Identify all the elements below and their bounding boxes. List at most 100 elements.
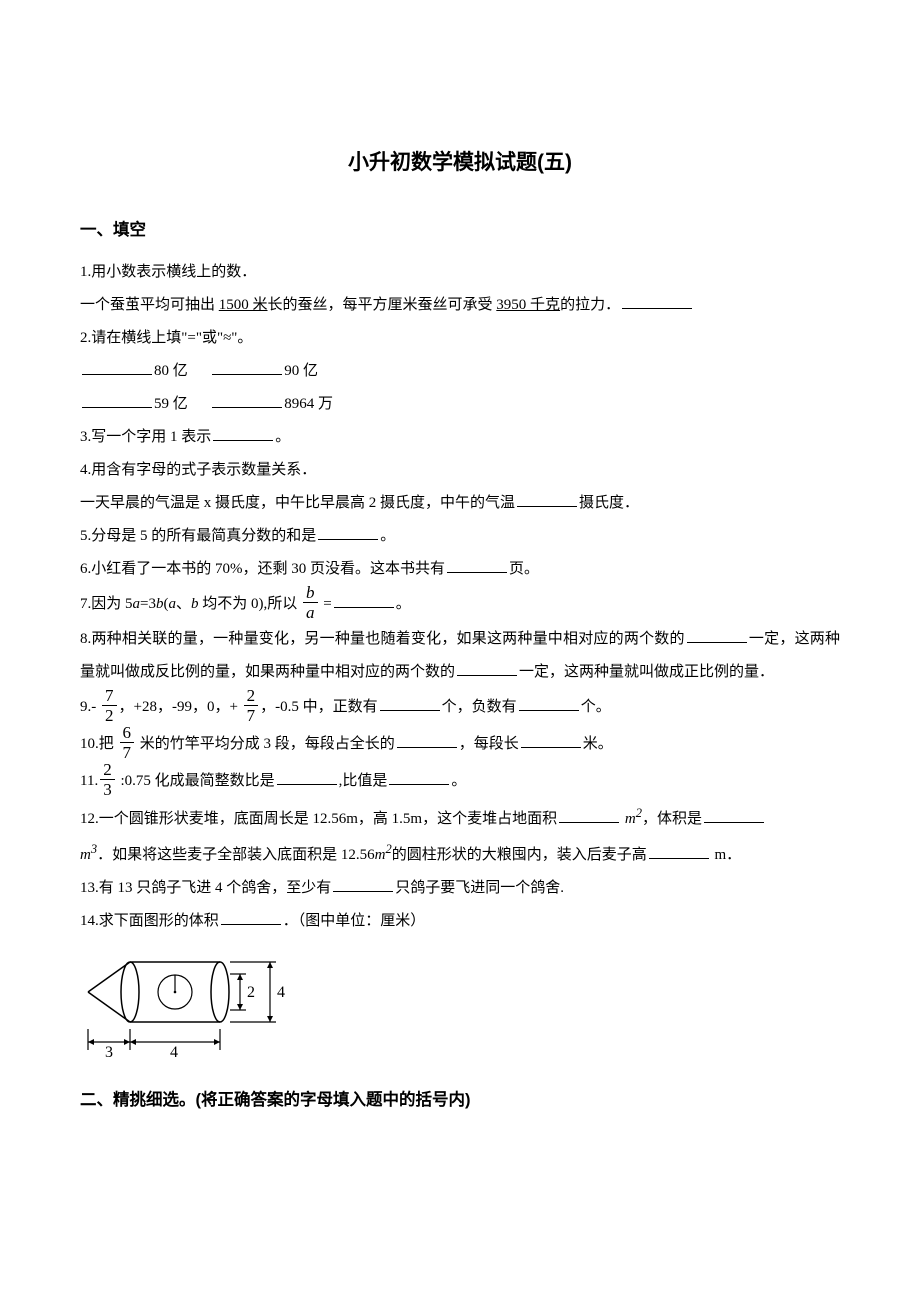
- q9-text-c: ，-0.5 中，正数有: [260, 699, 378, 715]
- q12-m3: m3: [80, 847, 97, 863]
- q11-blank-2: [389, 769, 449, 785]
- q1-line2: 一个蚕茧平均可抽出 1500 米长的蚕丝，每平方厘米蚕丝可承受 3950 千克的…: [80, 289, 840, 322]
- q4-line1: 4.用含有字母的式子表示数量关系．: [80, 454, 840, 487]
- q2-row2: 59 亿 8964 万: [80, 388, 840, 421]
- q8-text-a: 8.两种相关联的量，一种量变化，另一种量也随着变化，如果这两种量中相对应的两个数…: [80, 631, 685, 647]
- q14-diagram: 2 4 3 4: [80, 944, 840, 1072]
- q11-fraction: 23: [100, 761, 115, 798]
- q13: 13.有 13 只鸽子飞进 4 个鸽舍，至少有只鸽子要飞进同一个鸽舍.​: [80, 872, 840, 905]
- q1-text-c: 的拉力．: [560, 297, 620, 313]
- q12-text-b: ，体积是: [642, 811, 702, 827]
- q10-text-a: 10.把: [80, 736, 118, 752]
- q11: 11.23 :0.75 化成最简整数比是,比值是。: [80, 763, 840, 800]
- q7-text-d: 、: [176, 596, 191, 612]
- q1-underline-1: 1500 米: [219, 297, 268, 313]
- q2-row1: 80 亿 90 亿: [80, 355, 840, 388]
- q14-text-b: ．（图中单位：厘米）: [283, 913, 426, 929]
- diagram-label-3b: 3: [105, 1044, 113, 1059]
- q7-text-b: =3: [140, 596, 156, 612]
- q10-text-d: 米。: [583, 736, 613, 752]
- q7-text-g: 。: [396, 596, 411, 612]
- q9-f2-den: 7: [244, 706, 259, 724]
- q7-fraction: ba: [303, 584, 318, 621]
- q2-blank-2: [212, 359, 282, 375]
- q2-text-4: 8964 万: [284, 396, 333, 412]
- q9-text-e: 个。: [581, 699, 611, 715]
- q8-text-c: 一定，这两种量就叫做成正比例的量．: [519, 664, 774, 680]
- q10-text-b: 米的竹竿平均分成 3 段，每段占全长的: [136, 736, 395, 752]
- q12-blank-2: [704, 807, 764, 823]
- q2-text-1: 80 亿: [154, 363, 188, 379]
- q10-f-num: 6: [120, 724, 135, 743]
- q9-f2-num: 2: [244, 687, 259, 706]
- q10-fraction: 67: [120, 724, 135, 761]
- q11-f-num: 2: [100, 761, 115, 780]
- q12-text-d: 的圆柱形状的大粮囤内，装入后麦子高: [392, 847, 647, 863]
- q5-text-b: 。: [380, 528, 395, 544]
- q2-text-2: 90 亿: [284, 363, 318, 379]
- diagram-label-4: 4: [277, 984, 285, 1001]
- q3-blank: [213, 425, 273, 441]
- q5-blank: [318, 524, 378, 540]
- q12-blank-3: [649, 843, 709, 859]
- q9: 9.- 72，+28，-99，0，+ 27，-0.5 中，正数有个，负数有个。: [80, 689, 840, 726]
- q7: 7.因为 5a=3b(a、b 均不为 0),所以 ba =。: [80, 586, 840, 623]
- q4-blank: [517, 491, 577, 507]
- q5-text-a: 5.分母是 5 的所有最简真分数的和是: [80, 528, 316, 544]
- q6-text-b: 页。: [509, 561, 539, 577]
- q1-line1: 1.用小数表示横线上的数．: [80, 256, 840, 289]
- q8-blank-2: [457, 660, 517, 676]
- q11-blank-1: [277, 769, 337, 785]
- q10-f-den: 7: [120, 743, 135, 761]
- q11-text-a: 11.: [80, 773, 98, 789]
- q10-blank-1: [397, 732, 457, 748]
- q9-fraction-1: 72: [102, 687, 117, 724]
- q9-text-d: 个，负数有: [442, 699, 517, 715]
- q12-text-c: ．如果将这些麦子全部装入底面积是 12.56: [97, 847, 375, 863]
- section-1-heading: 一、填空: [80, 212, 840, 248]
- q2-line1: 2.请在横线上填"="或"≈"。: [80, 322, 840, 355]
- q3: 3.写一个字用 1 表示。: [80, 421, 840, 454]
- q10-text-c: ，每段长: [459, 736, 519, 752]
- q1-underline-2: 3950 千克: [496, 297, 560, 313]
- q7-frac-den: a: [303, 603, 318, 621]
- q12-blank-1: [559, 807, 619, 823]
- q1-text-b: 长的蚕丝，每平方厘米蚕丝可承受: [268, 297, 497, 313]
- q3-text-a: 3.写一个字用 1 表示: [80, 429, 211, 445]
- q9-fraction-2: 27: [244, 687, 259, 724]
- q11-text-d: 。: [451, 773, 466, 789]
- diagram-label-2: 2: [247, 984, 255, 1001]
- q13-text-a: 13.有 13 只鸽子飞进 4 个鸽舍，至少有: [80, 880, 331, 896]
- q12: 12.一个圆锥形状麦堆，底面周长是 12.56m，高 1.5m，这个麦堆占地面积…: [80, 800, 840, 872]
- q2-text-3: 59 亿: [154, 396, 188, 412]
- q9-blank-2: [519, 695, 579, 711]
- exam-title: 小升初数学模拟试题(五): [80, 140, 840, 186]
- q6-text-a: 6.小红看了一本书的 70%，还剩 30 页没看。这本书共有: [80, 561, 445, 577]
- q14-blank: [221, 909, 281, 925]
- q14-text-a: 14.求下面图形的体积: [80, 913, 219, 929]
- q8: 8.两种相关联的量，一种量变化，另一种量也随着变化，如果这两种量中相对应的两个数…: [80, 623, 840, 689]
- q5: 5.分母是 5 的所有最简真分数的和是 。: [80, 520, 840, 553]
- q6: 6.小红看了一本书的 70%，还剩 30 页没看。这本书共有 页。: [80, 553, 840, 586]
- q13-blank: [333, 876, 393, 892]
- q9-text-a: 9.-: [80, 699, 100, 715]
- q4-line2: 一天早晨的气温是 x 摄氏度，中午比早晨高 2 摄氏度，中午的气温摄氏度．: [80, 487, 840, 520]
- q11-text-c: ,比值是: [339, 773, 388, 789]
- q7-var-b2: b: [191, 596, 199, 612]
- q14: 14.求下面图形的体积 ．（图中单位：厘米）: [80, 905, 840, 938]
- q12-text-e: m．: [711, 847, 741, 863]
- q9-blank-1: [380, 695, 440, 711]
- diagram-label-4b: 4: [170, 1044, 178, 1059]
- q7-text-f: =: [320, 596, 332, 612]
- q7-frac-num: b: [303, 584, 318, 603]
- q2-blank-1: [82, 359, 152, 375]
- q4-text-b: 摄氏度．: [579, 495, 639, 511]
- q12-m2: m2: [625, 811, 642, 827]
- q9-f1-den: 2: [102, 706, 117, 724]
- q11-f-den: 3: [100, 780, 115, 798]
- page-container: 小升初数学模拟试题(五) 一、填空 1.用小数表示横线上的数． 一个蚕茧平均可抽…: [0, 0, 920, 1167]
- q7-text-e: 均不为 0),所以: [199, 596, 302, 612]
- q10: 10.把 67 米的竹竿平均分成 3 段，每段占全长的 ，每段长 米。: [80, 726, 840, 763]
- q1-blank: [622, 293, 692, 309]
- q7-var-a2: a: [168, 596, 176, 612]
